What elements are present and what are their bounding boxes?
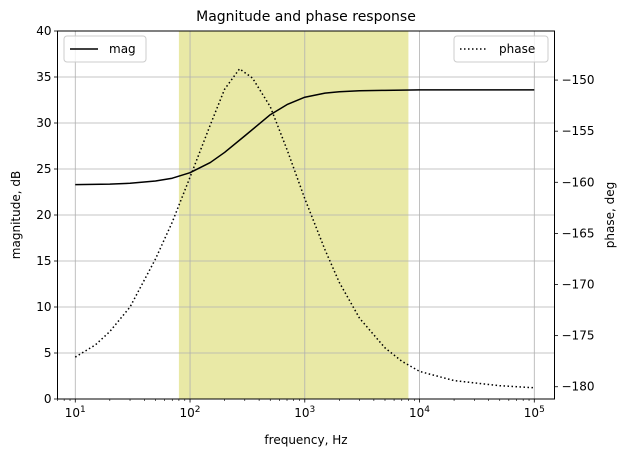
y-left-tick-label: 25 [36, 162, 51, 176]
x-tick-label: 104 [409, 405, 430, 420]
y-axis-right-label: phase, deg [603, 182, 617, 248]
y-left-tick-label: 35 [36, 70, 51, 84]
y-left-tick-label: 5 [44, 346, 52, 360]
legend-phase: phase [453, 35, 549, 63]
x-tick-label: 103 [294, 405, 315, 420]
y-left-tick-label: 0 [44, 392, 52, 406]
legend-mag-label: mag [109, 42, 136, 56]
y-left-tick-label: 30 [36, 116, 51, 130]
y-left-tick-label: 40 [36, 24, 51, 38]
legend-mag-box [63, 35, 147, 63]
legend-phase-box [453, 35, 549, 63]
y-right-tick-label: −160 [562, 175, 595, 189]
legend-phase-label: phase [499, 42, 535, 56]
y-right-tick-label: −155 [562, 124, 595, 138]
y-right-tick-label: −180 [562, 380, 595, 394]
chart-title: Magnitude and phase response [196, 9, 416, 25]
y-right-tick-label: −170 [562, 278, 595, 292]
legend-mag: mag [63, 35, 147, 63]
x-tick-label: 101 [65, 405, 86, 420]
tick-layer: 101 102 103 104 105 0 5 10 15 20 25 30 35 40 −150 −155 −… [36, 24, 594, 420]
x-axis-label: frequency, Hz [264, 433, 347, 447]
y-left-tick-label: 10 [36, 300, 51, 314]
y-left-tick-label: 15 [36, 254, 51, 268]
x-tick-label: 105 [524, 405, 545, 420]
series-line-mag [75, 89, 535, 186]
y-right-tick-label: −150 [562, 73, 595, 87]
y-right-tick-label: −165 [562, 226, 595, 240]
series-line-phase [74, 68, 535, 389]
series-layer [74, 68, 535, 389]
y-axis-left-label: magnitude, dB [9, 171, 23, 259]
y-right-tick-label: −175 [562, 329, 595, 343]
y-left-tick-label: 20 [36, 208, 51, 222]
x-tick-label: 102 [180, 405, 201, 420]
